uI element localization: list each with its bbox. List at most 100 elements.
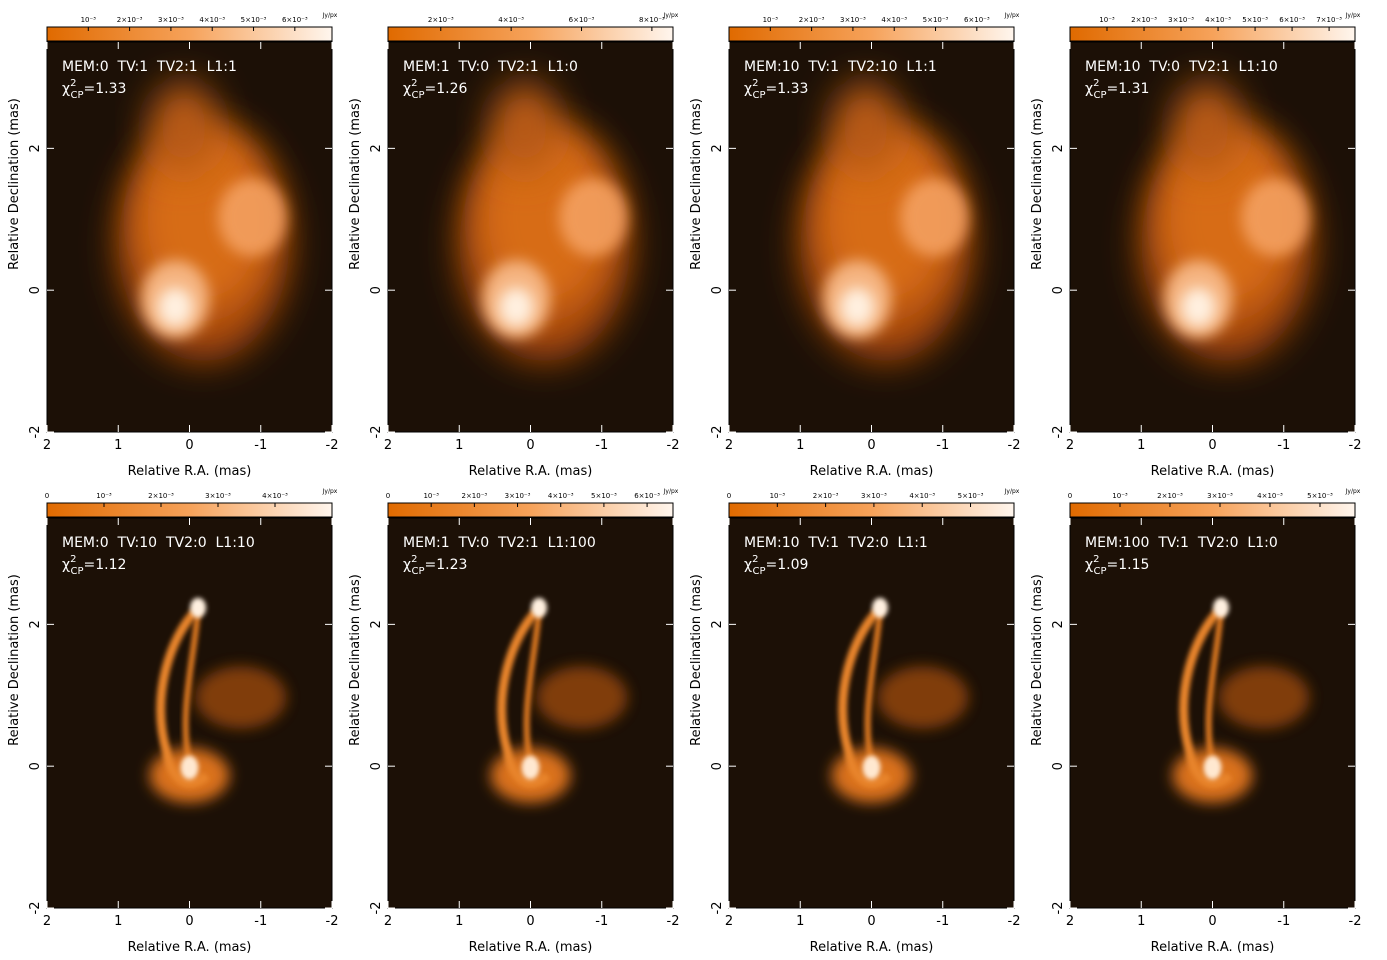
y-tick-label: -2 xyxy=(28,902,43,915)
colorbar xyxy=(46,26,333,42)
colorbar-tick-label: 10⁻³ xyxy=(96,492,112,500)
emission xyxy=(1218,666,1310,729)
x-axis-label: Relative R.A. (mas) xyxy=(469,940,593,955)
y-tick-label: 2 xyxy=(710,144,725,152)
colorbar-tick-label: 6×10⁻³ xyxy=(569,16,595,24)
y-tick-label: 0 xyxy=(369,286,384,294)
jet xyxy=(1205,607,1225,765)
statistic: χ2 CP=1.33 xyxy=(744,78,808,101)
x-axis-label: Relative R.A. (mas) xyxy=(810,940,934,955)
colorbar-tick-label: 10⁻³ xyxy=(763,16,779,24)
panel: 2 1 0 -1 -2 -2 0 2 Relative R.A. (mas) Relative D… xyxy=(7,12,338,479)
stat-sup: 2 xyxy=(1093,554,1099,565)
colorbar xyxy=(1069,26,1356,42)
colorbar-tick-label: 0 xyxy=(45,492,49,500)
stat-sub: CP xyxy=(752,90,765,101)
stat-symbol: χ xyxy=(62,81,70,97)
x-tick-label: 2 xyxy=(1066,438,1074,453)
colorbar-tick-label: 4×10⁻³ xyxy=(909,492,935,500)
colorbar xyxy=(728,502,1015,518)
stat-sup: 2 xyxy=(752,78,758,89)
jet xyxy=(523,607,543,765)
x-tick-label: 0 xyxy=(867,914,875,929)
emission xyxy=(900,178,969,257)
y-axis-label: Relative Declination (mas) xyxy=(689,98,704,270)
x-tick-label: 0 xyxy=(185,914,193,929)
y-tick-label: 0 xyxy=(1051,762,1066,770)
image-background xyxy=(729,518,1014,908)
x-tick-label: 0 xyxy=(1208,914,1216,929)
colorbar-tick-label: 2×10⁻³ xyxy=(813,492,839,500)
stat-value: 1.09 xyxy=(777,557,808,573)
x-tick-label: -1 xyxy=(1277,914,1290,929)
stat-sub: CP xyxy=(1093,90,1106,101)
x-tick-label: -1 xyxy=(254,914,267,929)
colorbar-tick-label: 4×10⁻³ xyxy=(548,492,574,500)
stat-sub: CP xyxy=(411,90,424,101)
y-axis-label: Relative Declination (mas) xyxy=(348,98,363,270)
panel: 2 1 0 -1 -2 -2 0 2 Relative R.A. (mas) Relative D… xyxy=(348,12,679,479)
y-tick-label: 2 xyxy=(369,620,384,628)
colorbar-tick-label: 5×10⁻³ xyxy=(1307,492,1333,500)
y-tick-label: 0 xyxy=(369,762,384,770)
annotation: MEM:10 TV:1 TV2:0 L1:1 xyxy=(744,535,928,551)
stat-symbol: χ xyxy=(62,557,70,573)
colorbar-tick-label: 2×10⁻³ xyxy=(148,492,174,500)
x-axis-label: Relative R.A. (mas) xyxy=(1151,940,1275,955)
x-axis-label: Relative R.A. (mas) xyxy=(1151,464,1275,479)
colorbar-tick-label: 0 xyxy=(727,492,731,500)
annotation: MEM:1 TV:0 TV2:1 L1:100 xyxy=(403,535,596,551)
colorbar-tick-label: 3×10⁻³ xyxy=(505,492,531,500)
stat-value: 1.31 xyxy=(1118,81,1149,97)
stat-symbol: χ xyxy=(403,557,411,573)
stat-sup: 2 xyxy=(752,554,758,565)
colorbar-tick-label: 4×10⁻³ xyxy=(1257,492,1283,500)
colorbar-tick-label: 3×10⁻³ xyxy=(1168,16,1194,24)
jet xyxy=(1179,608,1233,788)
stat-sup: 2 xyxy=(70,554,76,565)
statistic: χ2 CP=1.33 xyxy=(62,78,126,101)
x-tick-label: -2 xyxy=(667,438,680,453)
colorbar-tick-label: 2×10⁻³ xyxy=(1131,16,1157,24)
colorbar-tick-label: 3×10⁻³ xyxy=(158,16,184,24)
emission xyxy=(1172,81,1242,175)
x-tick-label: -2 xyxy=(326,914,339,929)
y-axis-label: Relative Declination (mas) xyxy=(348,574,363,746)
colorbar-unit: Jy/px xyxy=(663,488,679,495)
y-axis-label: Relative Declination (mas) xyxy=(1030,98,1045,270)
stat-symbol: χ xyxy=(1085,557,1093,573)
x-tick-label: -2 xyxy=(667,914,680,929)
colorbar-unit: Jy/px xyxy=(1345,488,1361,495)
emission xyxy=(840,287,875,327)
colorbar xyxy=(387,502,674,518)
emission xyxy=(499,287,534,327)
jet xyxy=(182,607,202,765)
x-tick-label: 2 xyxy=(43,438,51,453)
colorbar-tick-label: 3×10⁻³ xyxy=(840,16,866,24)
y-tick-label: 2 xyxy=(28,620,43,628)
hotspot xyxy=(190,597,207,618)
stat-sep: = xyxy=(83,81,95,97)
x-tick-label: 0 xyxy=(185,438,193,453)
colorbar-unit: Jy/px xyxy=(663,12,679,19)
hotspot xyxy=(862,755,881,780)
stat-sup: 2 xyxy=(70,78,76,89)
stat-value: 1.15 xyxy=(1118,557,1149,573)
panel: 2 1 0 -1 -2 -2 0 2 Relative R.A. (mas) Relative D… xyxy=(689,488,1020,955)
annotation: MEM:1 TV:0 TV2:1 L1:0 xyxy=(403,59,578,75)
x-tick-label: 2 xyxy=(725,914,733,929)
colorbar-unit: Jy/px xyxy=(1345,12,1361,19)
x-tick-label: 2 xyxy=(384,914,392,929)
jet xyxy=(156,608,210,788)
colorbar-tick-label: 2×10⁻³ xyxy=(428,16,454,24)
colorbar-tick-label: 6×10⁻³ xyxy=(634,492,660,500)
colorbar-tick-label: 6×10⁻³ xyxy=(1279,16,1305,24)
x-tick-label: 2 xyxy=(43,914,51,929)
hotspot xyxy=(521,755,540,780)
y-tick-label: 0 xyxy=(1051,286,1066,294)
y-tick-label: 2 xyxy=(1051,144,1066,152)
colorbar xyxy=(728,26,1015,42)
stat-symbol: χ xyxy=(744,81,752,97)
x-tick-label: 1 xyxy=(1137,438,1145,453)
emission xyxy=(1181,287,1216,327)
